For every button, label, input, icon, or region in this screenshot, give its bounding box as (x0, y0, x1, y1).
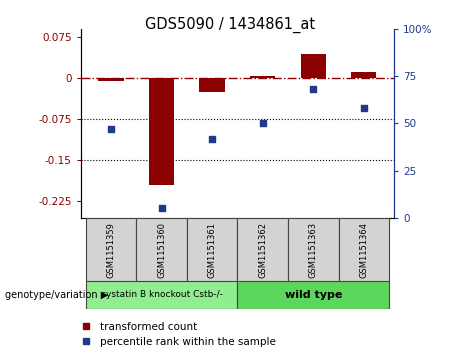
Bar (237, 218, 288, 281)
Text: GSM1151359: GSM1151359 (106, 222, 116, 277)
Point (158, 205, 165, 211)
Text: GSM1151364: GSM1151364 (359, 221, 368, 278)
Bar (351, 72, 377, 78)
Text: GSM1151360: GSM1151360 (157, 221, 166, 278)
Bar (86, 218, 136, 281)
Text: GSM1151361: GSM1151361 (207, 221, 217, 278)
Point (310, 86, 317, 92)
Bar (301, 54, 326, 78)
Bar (187, 218, 237, 281)
Point (360, 105, 367, 111)
Bar (136, 218, 187, 281)
Bar (200, 78, 225, 92)
Point (208, 136, 216, 142)
Point (259, 121, 266, 126)
Bar (250, 76, 275, 78)
Bar (86, 281, 237, 309)
Bar (98, 78, 124, 81)
Text: wild type: wild type (284, 290, 342, 300)
Text: GSM1151363: GSM1151363 (309, 221, 318, 278)
Legend: transformed count, percentile rank within the sample: transformed count, percentile rank withi… (77, 317, 280, 351)
Bar (237, 281, 389, 309)
Bar (288, 218, 338, 281)
Point (107, 126, 115, 132)
Text: GDS5090 / 1434861_at: GDS5090 / 1434861_at (145, 16, 316, 33)
Bar (149, 78, 174, 185)
Text: cystatin B knockout Cstb-/-: cystatin B knockout Cstb-/- (100, 290, 223, 299)
Bar (338, 218, 389, 281)
Text: GSM1151362: GSM1151362 (258, 221, 267, 278)
Text: genotype/variation ▶: genotype/variation ▶ (5, 290, 108, 300)
